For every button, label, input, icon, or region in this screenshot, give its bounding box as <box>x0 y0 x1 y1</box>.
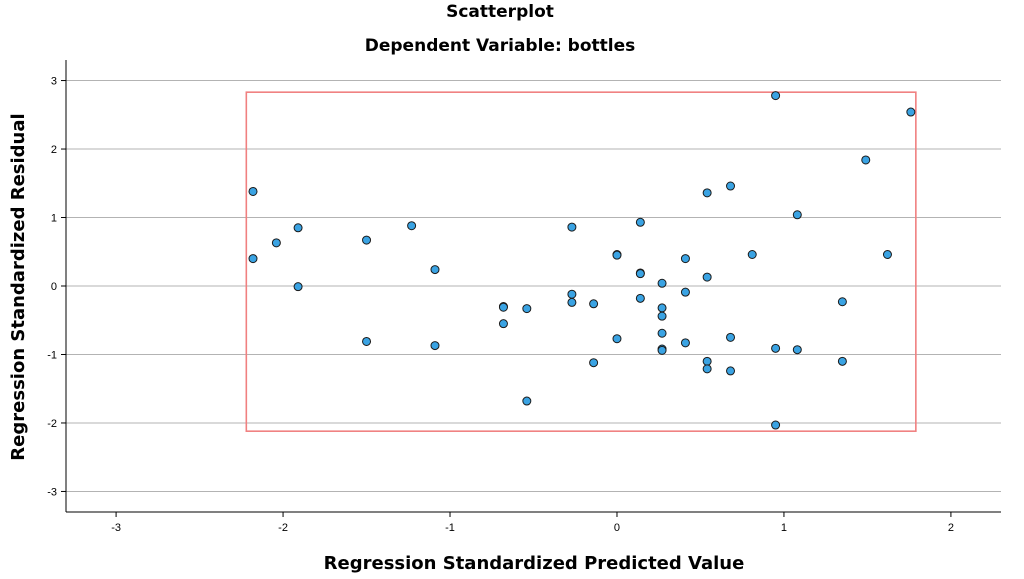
data-point <box>612 334 622 344</box>
data-point <box>680 287 690 297</box>
data-point <box>726 366 736 376</box>
y-tick-label: -2 <box>47 418 57 430</box>
data-point <box>589 299 599 309</box>
gridlines <box>66 80 1001 492</box>
data-point <box>248 186 258 196</box>
data-point <box>702 188 712 198</box>
data-point <box>635 293 645 303</box>
data-point <box>882 249 892 259</box>
data-point <box>657 311 667 321</box>
axes <box>61 60 1001 517</box>
data-point <box>680 338 690 348</box>
data-point <box>567 222 577 232</box>
data-point <box>293 282 303 292</box>
data-point <box>726 181 736 191</box>
data-point <box>702 356 712 366</box>
data-point <box>407 221 417 231</box>
data-point <box>271 238 281 248</box>
x-tick-label: -2 <box>278 522 288 534</box>
data-point <box>837 297 847 307</box>
data-point <box>362 336 372 346</box>
chart-title: Scatterplot <box>446 2 554 22</box>
data-point <box>522 304 532 314</box>
data-point <box>792 210 802 220</box>
data-point <box>657 278 667 288</box>
x-tick-label: 0 <box>614 522 620 534</box>
data-point <box>726 332 736 342</box>
y-tick-label: 3 <box>51 76 57 88</box>
data-points <box>248 91 916 430</box>
data-point <box>430 265 440 275</box>
data-point <box>635 217 645 227</box>
data-point <box>771 91 781 101</box>
data-point <box>702 272 712 282</box>
data-point <box>792 345 802 355</box>
data-point <box>771 343 781 353</box>
data-point <box>702 364 712 374</box>
data-point <box>906 107 916 117</box>
y-tick-label: 0 <box>51 281 57 293</box>
y-tick-label: -1 <box>47 349 57 361</box>
y-tick-label: 1 <box>51 213 57 225</box>
data-point <box>861 155 871 165</box>
data-point <box>567 297 577 307</box>
data-point <box>498 319 508 329</box>
data-point <box>248 254 258 264</box>
data-point <box>612 250 622 260</box>
data-point <box>362 235 372 245</box>
data-point <box>589 358 599 368</box>
data-point <box>837 356 847 366</box>
y-axis-title: Regression Standardized Residual <box>8 113 29 460</box>
data-point <box>771 420 781 430</box>
y-tick-label: -3 <box>47 486 57 498</box>
data-point <box>747 249 757 259</box>
x-tick-label: -3 <box>111 522 121 534</box>
x-tick-label: 2 <box>948 522 954 534</box>
data-point <box>293 223 303 233</box>
y-tick-label: 2 <box>51 144 57 156</box>
data-point <box>657 345 667 355</box>
x-tick-label: -1 <box>445 522 455 534</box>
data-point <box>522 396 532 406</box>
data-point <box>680 254 690 264</box>
x-axis-title: Regression Standardized Predicted Value <box>324 553 745 574</box>
data-point <box>567 289 577 299</box>
x-tick-label: 1 <box>781 522 787 534</box>
data-point <box>498 302 508 312</box>
data-point <box>430 341 440 351</box>
tick-labels: -3 -2 -1 0 1 2 3 2 1 0 -1 -2 -3 <box>47 76 954 534</box>
data-point <box>657 328 667 338</box>
chart-subtitle: Dependent Variable: bottles <box>365 36 636 56</box>
reference-box <box>245 91 917 432</box>
data-point <box>657 303 667 313</box>
data-point <box>635 269 645 279</box>
